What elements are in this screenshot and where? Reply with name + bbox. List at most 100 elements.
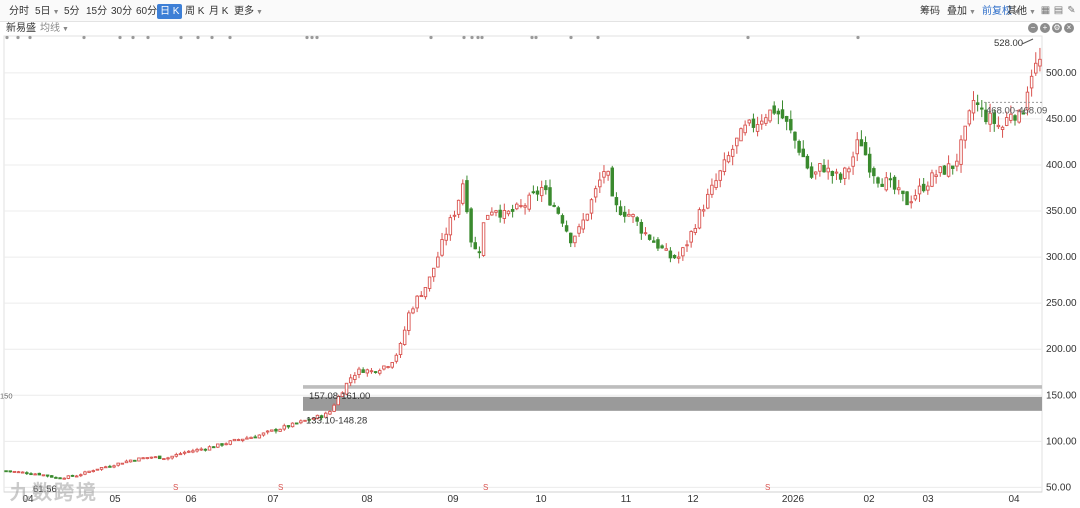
left-price-label: 150 — [0, 391, 13, 400]
plus-icon[interactable]: + — [1040, 23, 1050, 33]
period-tab-1[interactable]: 5日 ▼ — [32, 4, 63, 19]
candle-body — [340, 392, 345, 397]
candle-body — [1034, 62, 1038, 74]
y-tick-label: 150.00 — [1046, 390, 1077, 401]
candle-body — [465, 180, 469, 213]
candle-body — [149, 456, 154, 459]
candle-body — [747, 119, 752, 124]
candle-body — [386, 366, 390, 369]
candle-body — [980, 107, 984, 110]
candle-body — [50, 475, 54, 478]
chips-button[interactable]: 筹码 — [917, 4, 943, 19]
period-tab-4[interactable]: 30分 — [108, 4, 135, 19]
minus-icon[interactable]: − — [1028, 23, 1038, 33]
candle-body — [444, 233, 448, 241]
candle-body — [1017, 109, 1021, 123]
x-tick-label: 05 — [109, 494, 121, 505]
stock-name: 新易盛 — [6, 23, 36, 34]
candle-body — [87, 470, 91, 473]
event-dot — [470, 35, 474, 40]
adjust-button[interactable]: 前复权 ▼ — [979, 4, 1024, 19]
candle-body — [353, 374, 357, 380]
candle-body — [548, 187, 552, 206]
table-icon[interactable]: ▤ — [1053, 5, 1064, 16]
candle-body — [70, 474, 75, 477]
x-tick-label: 04 — [1008, 494, 1020, 505]
candle-body — [108, 465, 112, 468]
candle-body — [589, 199, 594, 214]
candle-body — [265, 430, 270, 433]
candle-body — [867, 153, 872, 173]
close-icon[interactable]: × — [1064, 23, 1074, 33]
candle-body — [1009, 113, 1013, 121]
chevron-down-icon: ▼ — [1029, 9, 1036, 16]
period-tab-0[interactable]: 分时 — [6, 4, 32, 19]
candle-body — [544, 185, 548, 191]
candle-body — [502, 210, 507, 219]
candle-body — [726, 155, 731, 163]
candle-body — [16, 471, 21, 474]
candle-body — [942, 165, 947, 175]
candle-body — [29, 473, 33, 476]
candle-body — [498, 209, 502, 218]
y-tick-label: 450.00 — [1046, 114, 1077, 125]
candle-body — [859, 139, 864, 147]
support-zone-0 — [303, 385, 1042, 389]
candle-body — [66, 475, 71, 479]
candle-body — [921, 183, 926, 192]
period-tab-8[interactable]: 月 K — [206, 4, 231, 19]
period-tab-label: 周 K — [185, 6, 205, 17]
y-tick-label: 100.00 — [1046, 436, 1077, 447]
candle-body — [805, 155, 810, 169]
period-tab-3[interactable]: 15分 — [83, 4, 110, 19]
candle-body — [112, 465, 116, 468]
period-tab-6[interactable]: 日 K — [157, 4, 183, 19]
candle-body — [369, 370, 374, 373]
candle-body — [261, 432, 266, 436]
pen-icon[interactable]: ✎ — [1067, 5, 1076, 16]
candle-body — [1038, 58, 1042, 67]
settings-icon[interactable]: ⚙ — [1052, 23, 1062, 33]
candle-body — [913, 195, 918, 200]
grid-icon[interactable]: ▦ — [1040, 5, 1051, 16]
candle-body — [926, 185, 930, 191]
ma-label: 均线 — [40, 23, 60, 34]
period-tab-label: 分时 — [9, 6, 29, 17]
candle-body — [382, 365, 386, 370]
candle-body — [863, 142, 868, 156]
candle-body — [1000, 126, 1005, 130]
candle-body — [145, 457, 149, 460]
period-tab-2[interactable]: 5分 — [61, 4, 83, 19]
candle-body — [797, 140, 801, 153]
ma-selector[interactable]: 均线 ▼ — [40, 22, 69, 36]
candle-body — [236, 439, 241, 441]
candle-body — [294, 422, 299, 425]
period-tab-7[interactable]: 周 K — [182, 4, 207, 19]
event-dot — [462, 35, 466, 40]
overlay-button[interactable]: 叠加 ▼ — [944, 4, 979, 19]
candle-body — [257, 434, 262, 439]
candle-body — [515, 203, 519, 210]
candle-body — [693, 228, 698, 234]
watermark: 九数跨境 — [10, 482, 98, 504]
low-price-label: 61.56 — [33, 484, 57, 495]
candle-body — [946, 163, 951, 177]
period-tab-5[interactable]: 60分 — [133, 4, 160, 19]
candle-body — [274, 428, 278, 432]
candle-body — [581, 219, 585, 230]
candle-body — [523, 205, 527, 208]
other-button[interactable]: 其他 ▼ — [1004, 4, 1039, 19]
x-tick-label: 10 — [535, 494, 547, 505]
x-tick-label: 03 — [922, 494, 934, 505]
period-tab-9[interactable]: 更多 ▼ — [231, 4, 266, 19]
candle-body — [531, 191, 536, 194]
event-dot — [476, 35, 480, 40]
event-dot — [596, 35, 600, 40]
s-marker: S — [278, 483, 283, 492]
candle-body — [813, 171, 818, 175]
candle-body — [58, 477, 62, 480]
candle-body — [855, 139, 859, 155]
candle-body — [676, 256, 681, 259]
candle-body — [510, 208, 515, 212]
candle-body — [299, 420, 303, 424]
